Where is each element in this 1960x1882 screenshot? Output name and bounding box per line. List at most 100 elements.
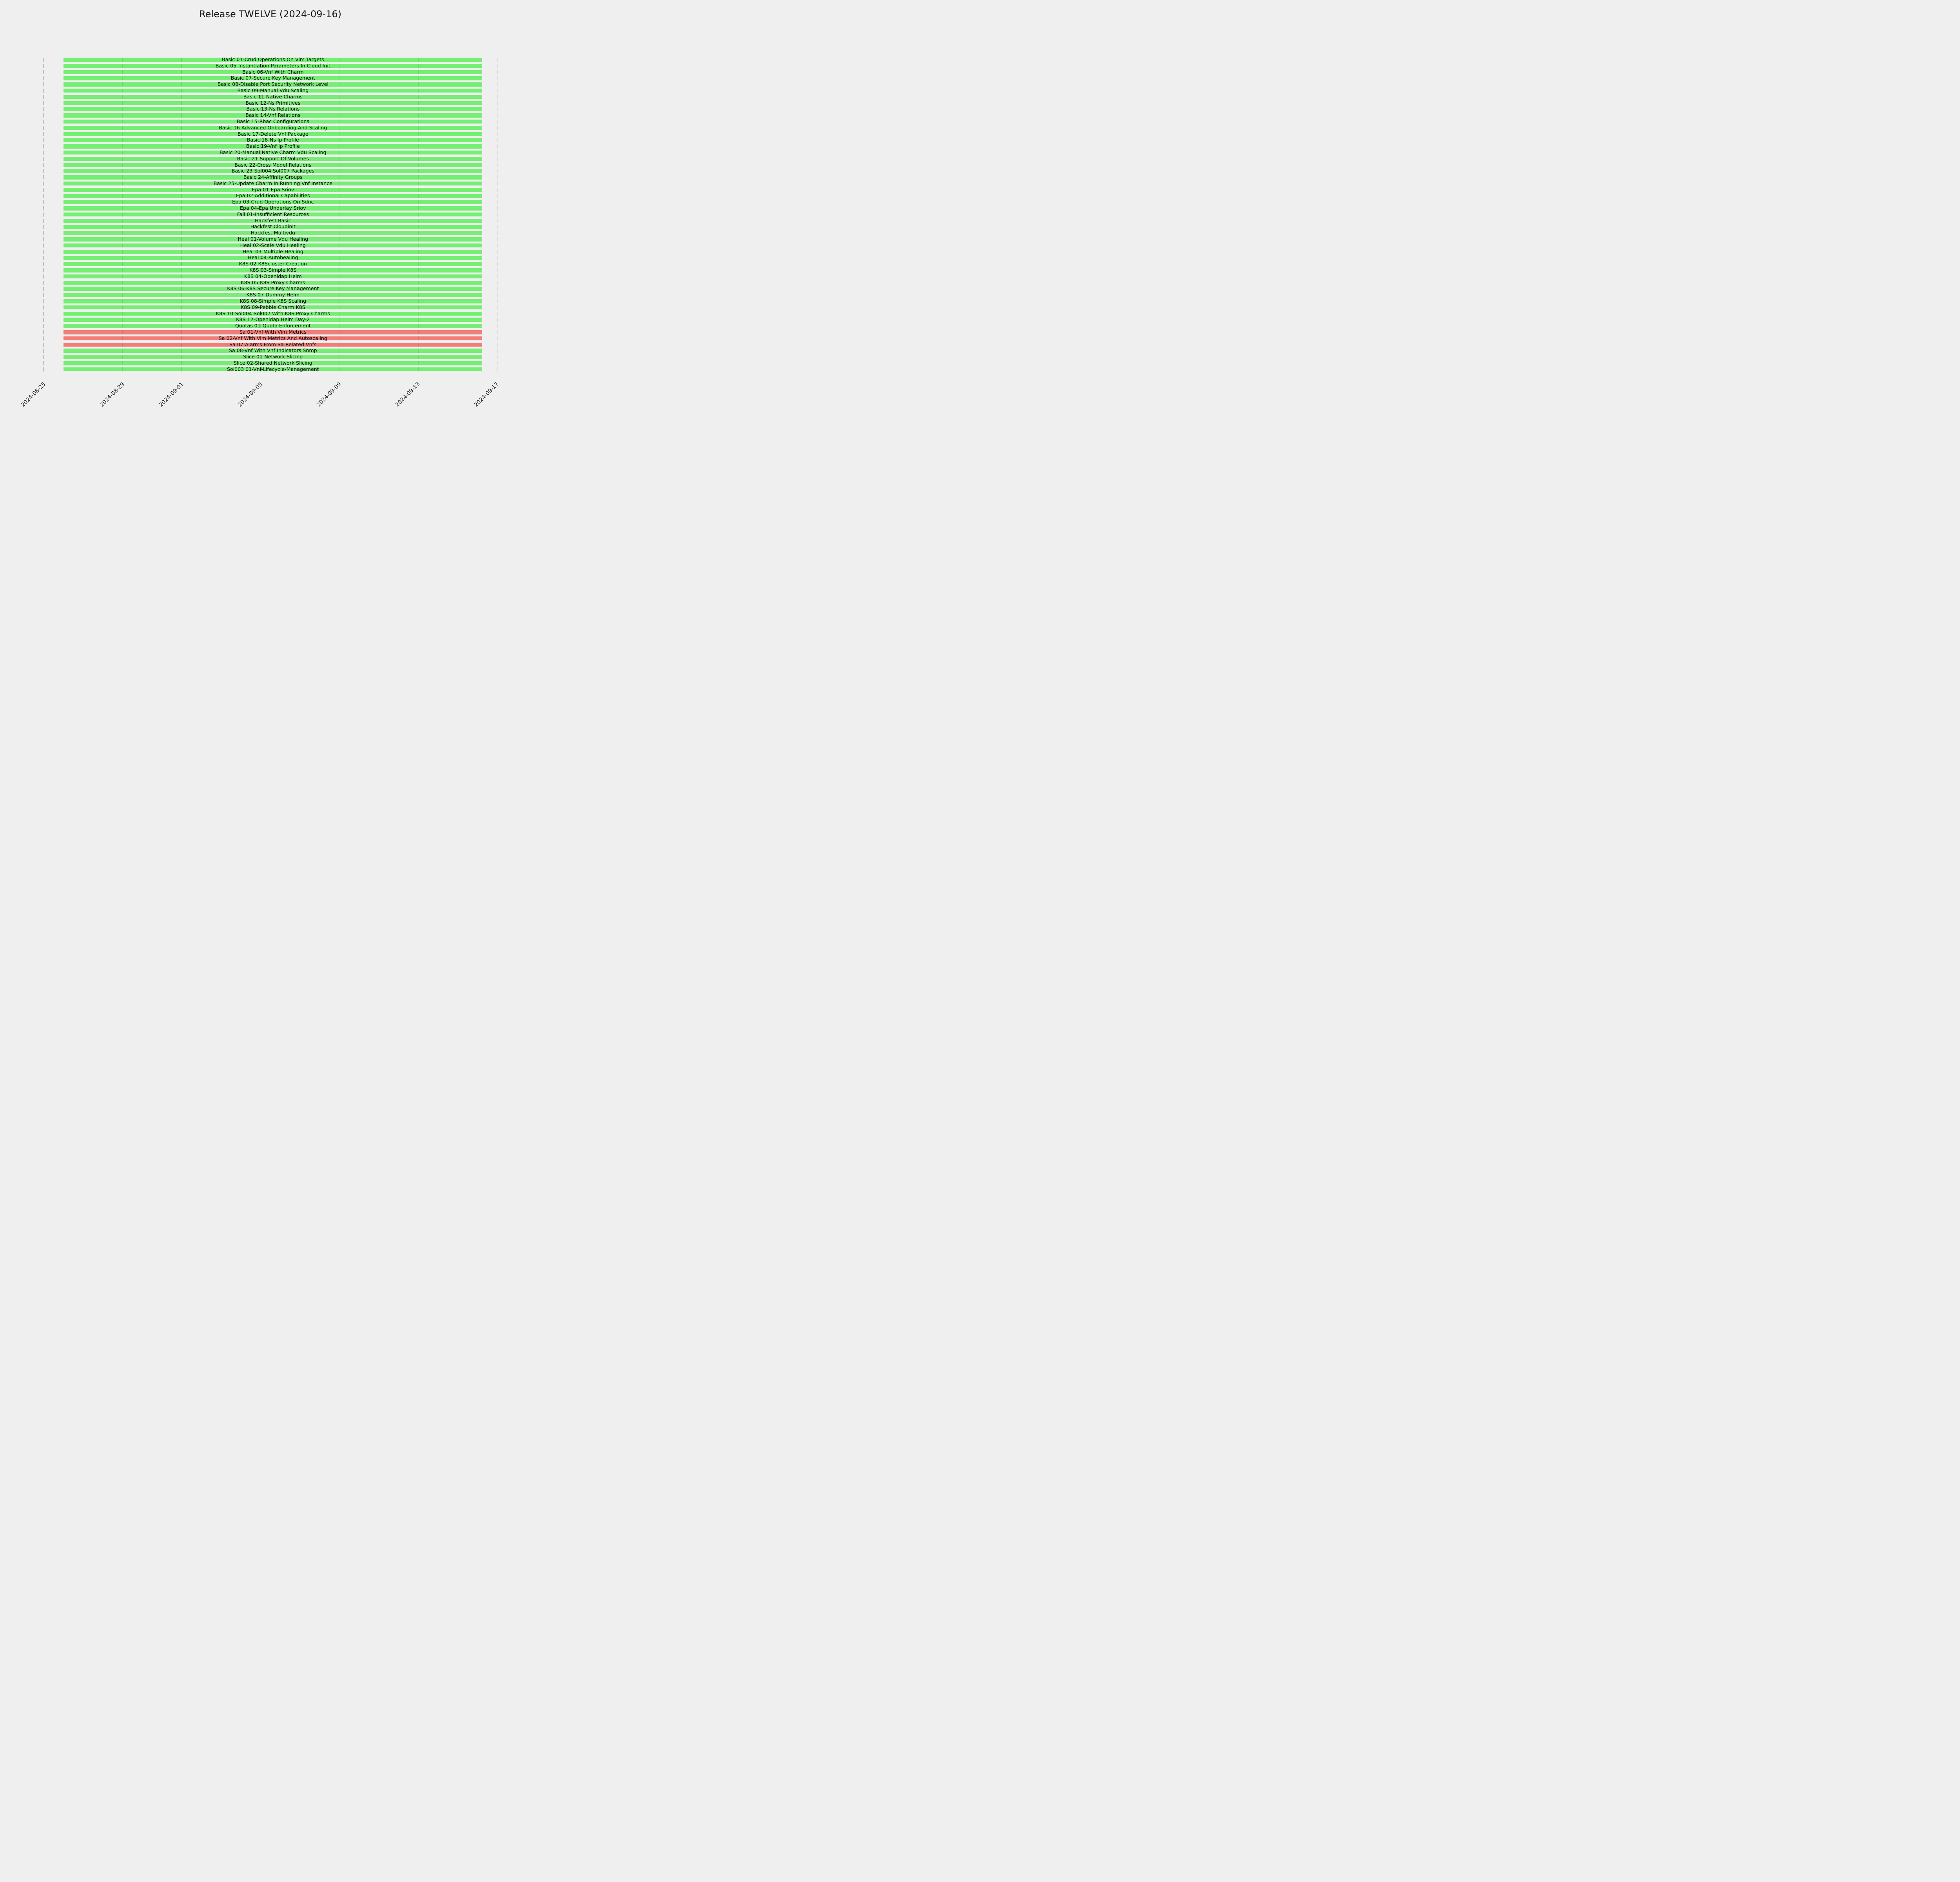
task-bar bbox=[64, 163, 483, 167]
task-bar bbox=[64, 107, 483, 111]
plot-area: Basic 01-Crud Operations On Vim Targets B… bbox=[0, 57, 529, 374]
task-bar bbox=[64, 305, 483, 310]
gantt-row: Sa 08-Vnf With Vnf Indicators Snmp bbox=[0, 348, 529, 355]
gantt-row: Sa 07-Alarms From Sa-Related Vnfs bbox=[0, 342, 529, 349]
gantt-row: K8S 03-Simple K8S bbox=[0, 268, 529, 274]
task-bar bbox=[64, 218, 483, 223]
task-bar bbox=[64, 324, 483, 328]
task-bar bbox=[64, 231, 483, 235]
gantt-row: Basic 08-Disable Port Security Network L… bbox=[0, 82, 529, 89]
task-bar bbox=[64, 101, 483, 105]
x-axis-tick-label: 2024-09-01 bbox=[158, 381, 185, 408]
gantt-row: Hackfest Basic bbox=[0, 218, 529, 225]
task-bar bbox=[64, 82, 483, 87]
gantt-row: K8S 05-K8S Proxy Charms bbox=[0, 280, 529, 287]
gantt-row: Basic 15-Rbac Configurations bbox=[0, 119, 529, 126]
task-bar bbox=[64, 125, 483, 130]
task-bar bbox=[64, 355, 483, 359]
gantt-row: Basic 07-Secure Key Management bbox=[0, 76, 529, 82]
gantt-row: Heal 04-Autohealing bbox=[0, 255, 529, 262]
task-bar bbox=[64, 274, 483, 279]
gantt-row: Sol003 01-Vnf-Lifecycle-Management bbox=[0, 367, 529, 374]
task-bar bbox=[64, 299, 483, 303]
task-bar bbox=[64, 200, 483, 204]
gantt-row: K8S 02-K8Scluster Creation bbox=[0, 262, 529, 268]
gantt-row: Basic 12-Ns Primitives bbox=[0, 100, 529, 107]
gantt-row: Slice 02-Shared Network Slicing bbox=[0, 360, 529, 367]
task-bar bbox=[64, 367, 483, 372]
gantt-row: Basic 01-Crud Operations On Vim Targets bbox=[0, 57, 529, 64]
x-axis-tick-label: 2024-09-09 bbox=[315, 381, 343, 408]
task-bar bbox=[64, 212, 483, 217]
gantt-row: Basic 18-Ns Ip Profile bbox=[0, 138, 529, 144]
task-bar bbox=[64, 113, 483, 118]
gantt-row: Basic 11-Native Charms bbox=[0, 94, 529, 101]
task-bar bbox=[64, 76, 483, 80]
task-bar bbox=[64, 119, 483, 124]
grid-line bbox=[122, 58, 123, 374]
gantt-row: Basic 06-Vnf With Charm bbox=[0, 69, 529, 76]
task-bar bbox=[64, 70, 483, 74]
grid-line bbox=[181, 58, 182, 374]
gantt-row: K8S 06-K8S Secure Key Management bbox=[0, 286, 529, 293]
task-bar bbox=[64, 138, 483, 142]
gantt-row: Heal 02-Scale Vdu Healing bbox=[0, 243, 529, 250]
gantt-row: K8S 09-Pebble Charm K8S bbox=[0, 305, 529, 312]
gantt-row: Epa 02-Additional Capabilities bbox=[0, 193, 529, 200]
task-bar bbox=[64, 361, 483, 365]
gantt-row: K8S 07-Dummy Helm bbox=[0, 292, 529, 299]
task-bar bbox=[64, 293, 483, 297]
task-bar bbox=[64, 256, 483, 260]
grid-line-start bbox=[43, 58, 44, 374]
task-bar bbox=[64, 169, 483, 173]
chart-title: Release TWELVE (2024-09-16) bbox=[199, 9, 342, 20]
task-bar bbox=[64, 194, 483, 198]
gantt-row: Basic 16-Advanced Onboarding And Scaling bbox=[0, 125, 529, 132]
gantt-row: Basic 09-Manual Vdu Scaling bbox=[0, 88, 529, 95]
task-bar bbox=[64, 249, 483, 254]
gantt-row: Epa 04-Epa Underlay Sriov bbox=[0, 206, 529, 213]
task-bar bbox=[64, 318, 483, 322]
gantt-row: Basic 24-Affinity Groups bbox=[0, 175, 529, 182]
gantt-row: Quotas 01-Quota Enforcement bbox=[0, 323, 529, 330]
gantt-row: K8S 04-Openldap Helm bbox=[0, 274, 529, 281]
gantt-row: Basic 14-Vnf Relations bbox=[0, 113, 529, 120]
x-axis-tick-label: 2024-09-17 bbox=[473, 381, 500, 408]
task-bar bbox=[64, 280, 483, 285]
task-bar bbox=[64, 132, 483, 136]
gantt-chart-figure: Release TWELVE (2024-09-16) Basic 01-Cru… bbox=[0, 0, 529, 470]
task-bar bbox=[64, 175, 483, 180]
task-bar bbox=[64, 58, 483, 62]
x-axis-tick-label: 2024-09-05 bbox=[236, 381, 264, 408]
task-bar bbox=[64, 150, 483, 155]
gantt-row: Sa 02-Vnf With Vim Metrics And Autoscali… bbox=[0, 336, 529, 343]
task-bar bbox=[64, 262, 483, 266]
gantt-rows-container: Basic 01-Crud Operations On Vim Targets B… bbox=[0, 57, 529, 374]
gantt-row: Epa 01-Epa Sriov bbox=[0, 187, 529, 194]
task-bar bbox=[64, 156, 483, 161]
gantt-row: Basic 05-Instantiation Parameters In Clo… bbox=[0, 63, 529, 70]
gantt-row: Heal 01-Volume Vdu Healing bbox=[0, 237, 529, 243]
gantt-row: Hackfest Cloudinit bbox=[0, 224, 529, 231]
x-axis-tick-label: 2024-08-25 bbox=[20, 381, 47, 408]
gantt-row: K8S 10-Sol004 Sol007 With K8S Proxy Char… bbox=[0, 311, 529, 318]
task-bar bbox=[64, 268, 483, 272]
gantt-row: Basic 19-Vnf Ip Profile bbox=[0, 144, 529, 151]
task-bar bbox=[64, 181, 483, 186]
gantt-row: Heal 03-Multiple Healing bbox=[0, 249, 529, 256]
task-bar bbox=[64, 243, 483, 248]
task-bar bbox=[64, 64, 483, 68]
gantt-row: Basic 21-Support Of Volumes bbox=[0, 156, 529, 163]
task-bar bbox=[64, 225, 483, 229]
gantt-row: K8S 08-Simple K8S Scaling bbox=[0, 299, 529, 305]
task-bar bbox=[64, 187, 483, 192]
x-axis-tick-label: 2024-09-13 bbox=[394, 381, 421, 408]
gantt-row: Basic 17-Delete Vnf Package bbox=[0, 131, 529, 138]
task-bar bbox=[64, 237, 483, 242]
gantt-row: Slice 01-Network Slicing bbox=[0, 354, 529, 361]
task-bar bbox=[64, 94, 483, 99]
gantt-row: Sa 01-Vnf With Vim Metrics bbox=[0, 330, 529, 336]
grid-line bbox=[417, 58, 419, 374]
gantt-row: Basic 25-Update Charm In Running Vnf Ins… bbox=[0, 181, 529, 188]
gantt-row: Epa 03-Crud Operations On Sdnc bbox=[0, 200, 529, 206]
